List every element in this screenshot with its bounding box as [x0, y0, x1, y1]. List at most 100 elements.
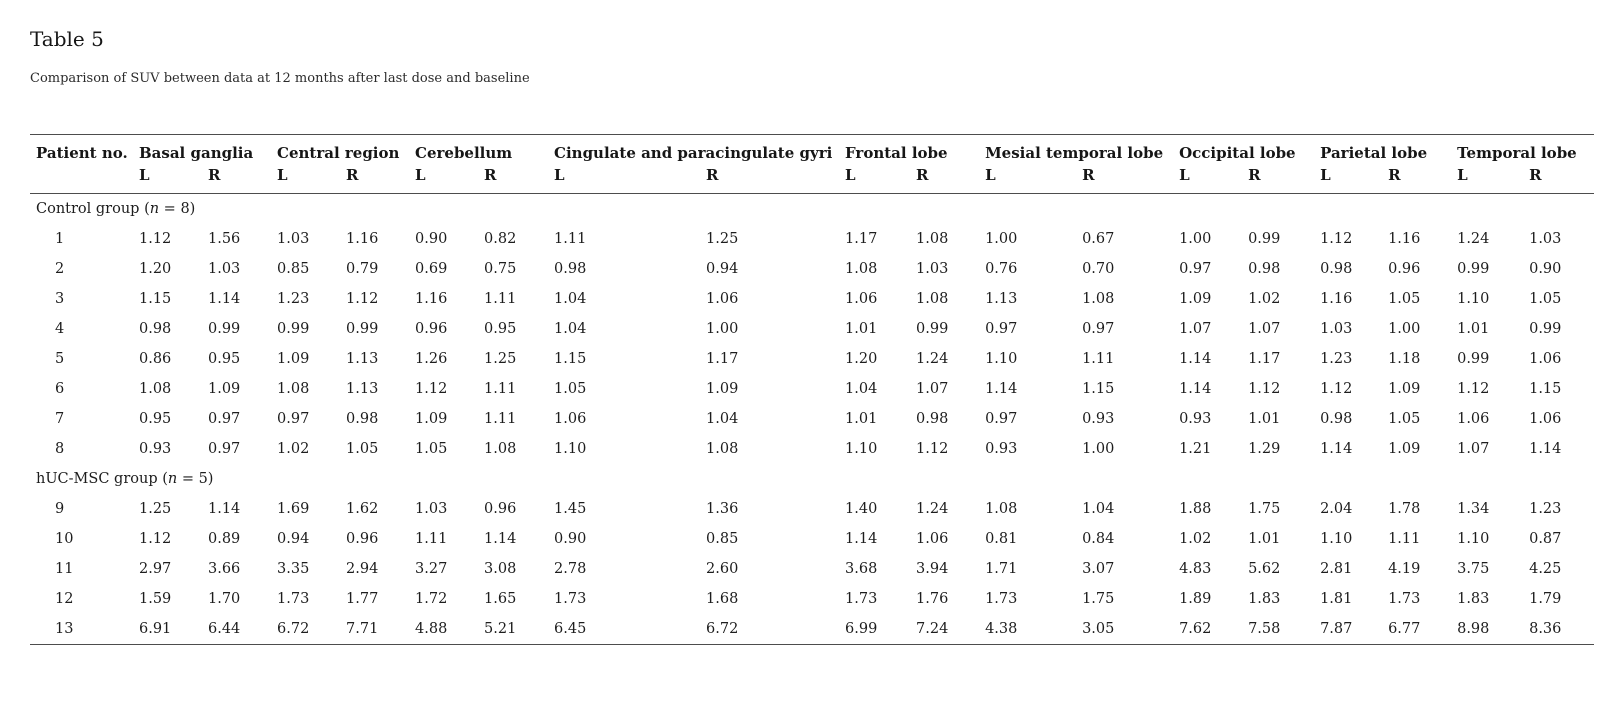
suv-value-cell: 0.84	[1082, 531, 1115, 547]
suv-value-cell: 0.99	[1457, 261, 1490, 277]
header-region-cerebellum: Cerebellum	[415, 144, 513, 162]
suv-value-cell: 1.00	[1179, 231, 1212, 247]
suv-value-cell: 1.25	[484, 351, 517, 367]
suv-value-cell: 1.25	[706, 231, 739, 247]
suv-value-cell: 1.65	[484, 591, 517, 607]
suv-value-cell: 1.07	[1179, 321, 1212, 337]
patient-number-cell: 13	[55, 621, 74, 637]
suv-value-cell: 1.05	[346, 441, 379, 457]
table-row: 6 1.08 1.09 1.08 1.13 1.12 1.11 1.05 1.09 1.04 1.0…	[30, 374, 1594, 404]
suv-value-cell: 0.98	[1320, 261, 1353, 277]
suv-value-cell: 1.16	[415, 291, 448, 307]
suv-value-cell: 1.17	[845, 231, 878, 247]
patient-number-cell: 11	[55, 561, 74, 577]
suv-value-cell: 1.03	[1320, 321, 1353, 337]
header-side-r: R	[1529, 166, 1542, 184]
suv-value-cell: 0.99	[346, 321, 379, 337]
suv-value-cell: 1.62	[346, 501, 379, 517]
suv-value-cell: 1.10	[845, 441, 878, 457]
suv-value-cell: 1.14	[1320, 441, 1353, 457]
suv-value-cell: 1.11	[415, 531, 448, 547]
suv-value-cell: 1.13	[985, 291, 1018, 307]
suv-value-cell: 1.25	[139, 501, 172, 517]
suv-value-cell: 1.89	[1179, 591, 1212, 607]
suv-value-cell: 1.11	[484, 411, 517, 427]
suv-value-cell: 1.10	[985, 351, 1018, 367]
suv-value-cell: 1.08	[845, 261, 878, 277]
suv-value-cell: 1.06	[845, 291, 878, 307]
suv-value-cell: 1.26	[415, 351, 448, 367]
suv-value-cell: 1.23	[277, 291, 310, 307]
suv-value-cell: 1.12	[1320, 381, 1353, 397]
suv-value-cell: 1.73	[554, 591, 587, 607]
suv-value-cell: 1.14	[1179, 381, 1212, 397]
suv-value-cell: 1.13	[346, 381, 379, 397]
suv-value-cell: 1.00	[706, 321, 739, 337]
suv-value-cell: 1.08	[1082, 291, 1115, 307]
suv-value-cell: 0.99	[916, 321, 949, 337]
suv-value-cell: 1.07	[1248, 321, 1281, 337]
suv-value-cell: 1.20	[845, 351, 878, 367]
suv-value-cell: 0.90	[554, 531, 587, 547]
suv-value-cell: 1.03	[277, 231, 310, 247]
suv-value-cell: 3.27	[415, 561, 448, 577]
suv-value-cell: 7.87	[1320, 621, 1353, 637]
suv-value-cell: 0.70	[1082, 261, 1115, 277]
suv-value-cell: 1.05	[1388, 291, 1421, 307]
suv-value-cell: 2.78	[554, 561, 587, 577]
suv-value-cell: 6.72	[706, 621, 739, 637]
suv-value-cell: 5.62	[1248, 561, 1281, 577]
table-row: 8 0.93 0.97 1.02 1.05 1.05 1.08 1.10 1.08 1.10 1.1…	[30, 434, 1594, 464]
patient-number-cell: 7	[55, 411, 65, 427]
suv-value-cell: 1.08	[277, 381, 310, 397]
suv-value-cell: 1.75	[1082, 591, 1115, 607]
suv-value-cell: 1.06	[916, 531, 949, 547]
suv-value-cell: 2.60	[706, 561, 739, 577]
header-side-r: R	[346, 166, 359, 184]
suv-value-cell: 0.97	[1179, 261, 1212, 277]
suv-value-cell: 1.73	[845, 591, 878, 607]
suv-value-cell: 1.40	[845, 501, 878, 517]
group-label-n: n	[167, 471, 178, 487]
patient-number-cell: 1	[55, 231, 65, 247]
group-label-suffix: = 8)	[159, 201, 196, 217]
paper-page: Table 5 Comparison of SUV between data a…	[30, 27, 1595, 645]
suv-value-cell: 4.19	[1388, 561, 1421, 577]
patient-number-cell: 6	[55, 381, 65, 397]
header-side-r: R	[706, 166, 719, 184]
group-label-row: hUC-MSC group (n = 5)	[30, 464, 1594, 494]
suv-value-cell: 0.97	[1082, 321, 1115, 337]
suv-value-cell: 1.09	[415, 411, 448, 427]
suv-value-cell: 0.87	[1529, 531, 1562, 547]
header-side-r: R	[1082, 166, 1095, 184]
header-region-basal-ganglia: Basal ganglia	[139, 144, 254, 162]
header-side-l: L	[845, 166, 856, 184]
suv-value-cell: 0.86	[139, 351, 172, 367]
suv-value-cell: 1.20	[139, 261, 172, 277]
suv-value-cell: 2.94	[346, 561, 379, 577]
suv-value-cell: 1.09	[1179, 291, 1212, 307]
suv-value-cell: 1.07	[1457, 441, 1490, 457]
patient-number-cell: 12	[55, 591, 74, 607]
suv-value-cell: 1.11	[484, 291, 517, 307]
suv-value-cell: 1.06	[1529, 411, 1562, 427]
suv-value-cell: 1.16	[1320, 291, 1353, 307]
suv-value-cell: 1.29	[1248, 441, 1281, 457]
table-row: 5 0.86 0.95 1.09 1.13 1.26 1.25 1.15 1.17 1.20 1.2…	[30, 344, 1594, 374]
suv-value-cell: 6.72	[277, 621, 310, 637]
suv-value-cell: 5.21	[484, 621, 517, 637]
header-row-regions: Patient no. Basal ganglia Central region Ce…	[30, 135, 1594, 162]
patient-number-cell: 3	[55, 291, 65, 307]
suv-value-cell: 0.90	[415, 231, 448, 247]
table-caption: Comparison of SUV between data at 12 mon…	[30, 71, 530, 86]
suv-value-cell: 1.79	[1529, 591, 1562, 607]
header-side-l: L	[1320, 166, 1331, 184]
table-row: 3 1.15 1.14 1.23 1.12 1.16 1.11 1.04 1.06 1.06 1.0…	[30, 284, 1594, 314]
suv-value-cell: 0.79	[346, 261, 379, 277]
suv-value-cell: 0.98	[916, 411, 949, 427]
suv-value-cell: 1.06	[1529, 351, 1562, 367]
suv-value-cell: 1.12	[1457, 381, 1490, 397]
header-region-temporal-lobe: Temporal lobe	[1457, 144, 1577, 162]
suv-value-cell: 1.03	[1529, 231, 1562, 247]
